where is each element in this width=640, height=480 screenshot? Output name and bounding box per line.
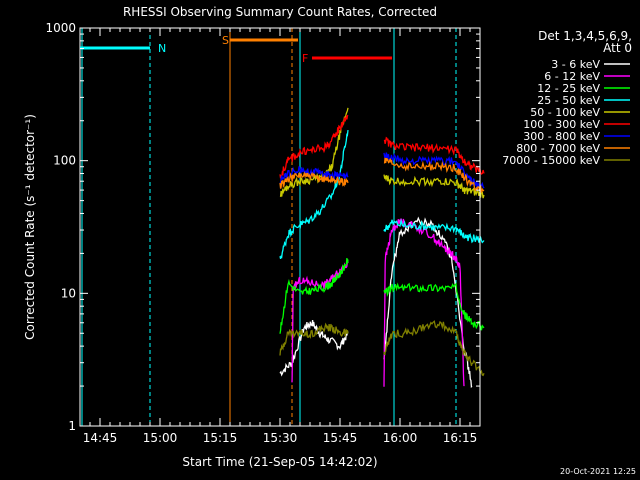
series-line [383, 136, 485, 175]
series-0 [279, 216, 473, 389]
x-tick-label: 14:45 [83, 431, 118, 445]
series-4 [279, 107, 485, 199]
x-tick-label: 16:15 [443, 431, 478, 445]
flag-label-N: N [158, 42, 166, 55]
legend-label: 12 - 25 keV [537, 82, 600, 95]
series-2 [279, 257, 485, 334]
legend-label: 3 - 6 keV [551, 58, 600, 71]
legend-header-line1: Det 1,3,4,5,6,9, [538, 29, 632, 43]
series-line [383, 157, 485, 193]
x-tick-label: 15:45 [323, 431, 358, 445]
flag-bars: N S F [80, 34, 392, 65]
series-line [383, 320, 485, 377]
series-line [383, 282, 485, 331]
legend-label: 25 - 50 keV [537, 94, 600, 107]
x-axis: 14:45 15:00 15:15 15:30 15:45 16:00 16:15 [79, 28, 481, 445]
legend-label: 50 - 100 keV [530, 106, 600, 119]
legend-label: 300 - 800 keV [523, 130, 600, 143]
y-tick-label: 1000 [45, 21, 76, 35]
series-line [279, 114, 349, 180]
legend-label: 7000 - 15000 keV [502, 154, 600, 167]
y-tick-label: 10 [61, 286, 76, 300]
series-7 [279, 157, 485, 193]
x-tick-label: 15:00 [143, 431, 178, 445]
y-tick-label: 1 [68, 419, 76, 433]
x-tick-label: 15:30 [263, 431, 298, 445]
x-tick-label: 16:00 [383, 431, 418, 445]
series-1 [291, 218, 465, 387]
x-tick-label: 15:15 [203, 431, 238, 445]
timestamp: 20-Oct-2021 12:25 [560, 467, 636, 476]
series-6 [279, 152, 485, 190]
y-tick-label: 100 [53, 154, 76, 168]
series-line [279, 107, 349, 198]
series-line [279, 322, 349, 356]
flag-label-F: F [302, 52, 308, 65]
series-8 [279, 320, 485, 377]
series-line [383, 174, 485, 199]
series-line [383, 218, 485, 244]
legend-label: 800 - 7000 keV [516, 142, 600, 155]
legend-label: 6 - 12 keV [544, 70, 600, 83]
legend-label: 100 - 300 keV [523, 118, 600, 131]
series-line [279, 171, 349, 189]
series-line [383, 152, 485, 190]
chart-title: RHESSI Observing Summary Count Rates, Co… [123, 5, 437, 19]
y-axis-label: Corrected Count Rate (s⁻¹ detector⁻¹) [23, 114, 37, 340]
series-line [383, 218, 465, 387]
series-line [279, 320, 349, 377]
series-line [383, 216, 473, 389]
x-axis-label: Start Time (21-Sep-05 14:42:02) [182, 455, 377, 469]
y-axis: 1 10 100 1000 [45, 21, 480, 433]
series-5 [279, 114, 485, 180]
series-line [279, 257, 349, 334]
flag-label-S: S [222, 34, 229, 47]
legend-header-line2: Att 0 [603, 41, 632, 55]
plot-area [81, 28, 485, 426]
